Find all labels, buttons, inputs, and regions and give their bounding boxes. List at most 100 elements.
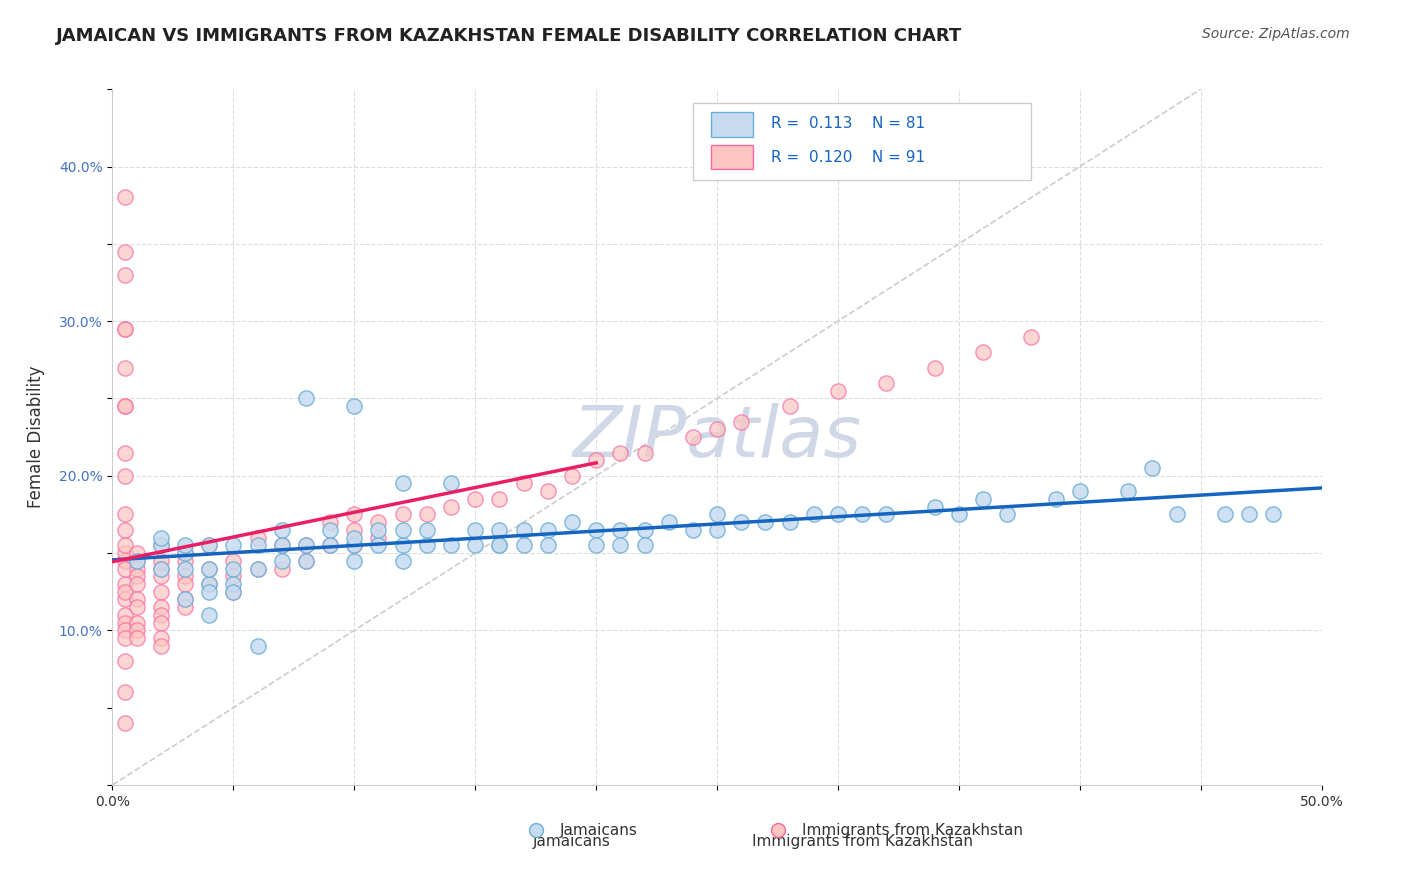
Jamaicans (319, 538, 342, 552)
Immigrants from Kazakhstan (149, 615, 172, 630)
Immigrants from Kazakhstan (875, 376, 897, 390)
Jamaicans (440, 538, 463, 552)
Jamaicans (246, 639, 269, 653)
Immigrants from Kazakhstan (367, 515, 389, 529)
Jamaicans (585, 523, 607, 537)
Jamaicans (464, 538, 486, 552)
Text: ZIPatlas: ZIPatlas (572, 402, 862, 472)
Immigrants from Kazakhstan (682, 430, 704, 444)
Immigrants from Kazakhstan (114, 631, 136, 645)
Immigrants from Kazakhstan (295, 554, 318, 568)
Immigrants from Kazakhstan (174, 546, 197, 560)
Immigrants from Kazakhstan (706, 422, 728, 436)
Jamaicans (149, 561, 172, 575)
Immigrants from Kazakhstan (222, 554, 245, 568)
Immigrants from Kazakhstan (114, 399, 136, 413)
Immigrants from Kazakhstan (174, 577, 197, 591)
Jamaicans (174, 538, 197, 552)
Immigrants from Kazakhstan (114, 445, 136, 459)
Jamaicans (585, 538, 607, 552)
Jamaicans (682, 523, 704, 537)
Jamaicans (343, 538, 366, 552)
Jamaicans (174, 561, 197, 575)
Immigrants from Kazakhstan (114, 322, 136, 336)
Jamaicans (198, 584, 221, 599)
Immigrants from Kazakhstan (114, 523, 136, 537)
Immigrants from Kazakhstan (730, 415, 752, 429)
Immigrants from Kazakhstan (198, 561, 221, 575)
Immigrants from Kazakhstan (319, 538, 342, 552)
Immigrants from Kazakhstan (343, 538, 366, 552)
Immigrants from Kazakhstan (488, 491, 510, 506)
Immigrants from Kazakhstan (198, 577, 221, 591)
Jamaicans (1237, 508, 1260, 522)
FancyBboxPatch shape (693, 103, 1032, 179)
Jamaicans (174, 546, 197, 560)
Immigrants from Kazakhstan (125, 592, 148, 607)
Jamaicans (295, 538, 318, 552)
Immigrants from Kazakhstan (512, 476, 534, 491)
Immigrants from Kazakhstan (149, 569, 172, 583)
Jamaicans (391, 554, 413, 568)
Immigrants from Kazakhstan (125, 631, 148, 645)
Jamaicans (198, 538, 221, 552)
Jamaicans (972, 491, 994, 506)
Jamaicans (416, 523, 439, 537)
Immigrants from Kazakhstan (114, 561, 136, 575)
Jamaicans (609, 538, 631, 552)
Immigrants from Kazakhstan (149, 538, 172, 552)
Jamaicans (198, 607, 221, 622)
Jamaicans (851, 508, 873, 522)
Text: Jamaicans: Jamaicans (533, 834, 610, 848)
Immigrants from Kazakhstan (779, 399, 801, 413)
Immigrants from Kazakhstan (561, 468, 583, 483)
Immigrants from Kazakhstan (246, 561, 269, 575)
Jamaicans (1166, 508, 1188, 522)
Jamaicans (706, 508, 728, 522)
Immigrants from Kazakhstan (537, 484, 560, 499)
Jamaicans (270, 523, 292, 537)
Jamaicans (1116, 484, 1139, 499)
Jamaicans (537, 523, 560, 537)
Jamaicans (222, 538, 245, 552)
Immigrants from Kazakhstan (585, 453, 607, 467)
Text: JAMAICAN VS IMMIGRANTS FROM KAZAKHSTAN FEMALE DISABILITY CORRELATION CHART: JAMAICAN VS IMMIGRANTS FROM KAZAKHSTAN F… (56, 27, 963, 45)
Immigrants from Kazakhstan (114, 546, 136, 560)
Immigrants from Kazakhstan (114, 654, 136, 668)
Jamaicans (1263, 508, 1285, 522)
Jamaicans (633, 538, 655, 552)
Immigrants from Kazakhstan (149, 554, 172, 568)
Immigrants from Kazakhstan (125, 569, 148, 583)
Immigrants from Kazakhstan (114, 607, 136, 622)
Jamaicans (319, 523, 342, 537)
Jamaicans (1045, 491, 1067, 506)
Immigrants from Kazakhstan (440, 500, 463, 514)
Immigrants from Kazakhstan (125, 554, 148, 568)
Immigrants from Kazakhstan (114, 508, 136, 522)
Jamaicans (270, 554, 292, 568)
Jamaicans (222, 561, 245, 575)
Jamaicans (246, 538, 269, 552)
Jamaicans (512, 538, 534, 552)
Immigrants from Kazakhstan (114, 322, 136, 336)
Jamaicans (295, 392, 318, 406)
Jamaicans (948, 508, 970, 522)
Immigrants from Kazakhstan (609, 445, 631, 459)
Immigrants from Kazakhstan (149, 561, 172, 575)
Immigrants from Kazakhstan (114, 685, 136, 699)
Immigrants from Kazakhstan (125, 615, 148, 630)
Immigrants from Kazakhstan (149, 607, 172, 622)
Immigrants from Kazakhstan (114, 399, 136, 413)
Immigrants from Kazakhstan (114, 577, 136, 591)
Jamaicans (416, 538, 439, 552)
Text: Jamaicans: Jamaicans (560, 822, 638, 838)
Immigrants from Kazakhstan (295, 538, 318, 552)
Immigrants from Kazakhstan (416, 508, 439, 522)
Immigrants from Kazakhstan (464, 491, 486, 506)
Immigrants from Kazakhstan (633, 445, 655, 459)
Immigrants from Kazakhstan (114, 716, 136, 731)
Jamaicans (779, 515, 801, 529)
Jamaicans (391, 538, 413, 552)
Jamaicans (924, 500, 946, 514)
Immigrants from Kazakhstan (114, 615, 136, 630)
